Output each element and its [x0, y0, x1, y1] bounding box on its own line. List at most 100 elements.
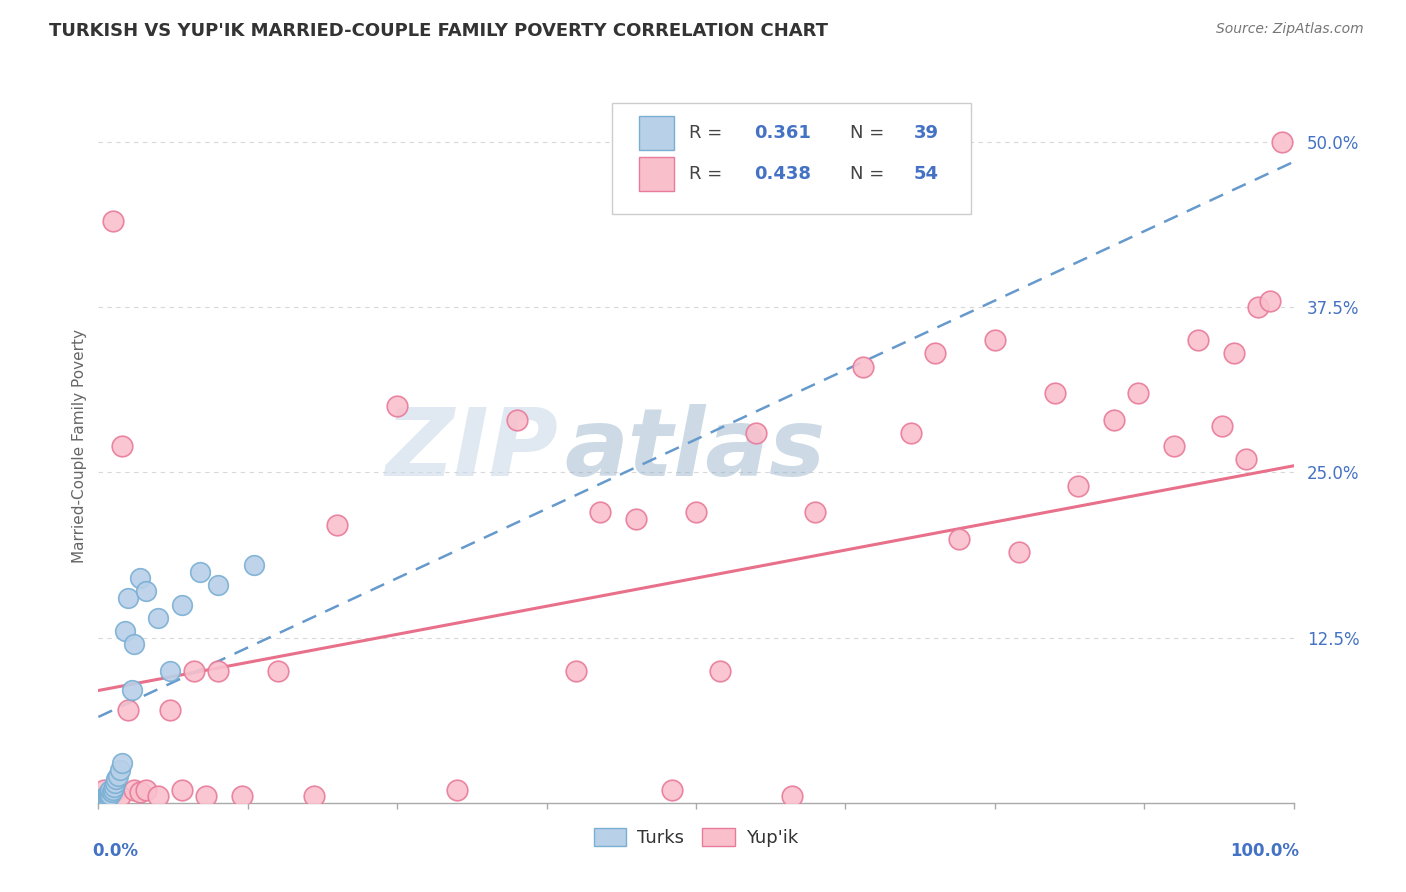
Point	[924, 346, 946, 360]
Point	[1067, 478, 1090, 492]
Point	[100, 785, 122, 799]
Text: 0.438: 0.438	[755, 165, 811, 183]
Point	[709, 664, 731, 678]
Point	[1043, 386, 1066, 401]
Point	[97, 787, 120, 801]
Point	[661, 782, 683, 797]
Point	[108, 789, 131, 804]
Point	[159, 664, 181, 678]
Point	[91, 790, 114, 805]
Point	[91, 789, 114, 804]
Point	[1008, 545, 1031, 559]
Text: N =: N =	[851, 124, 884, 142]
Point	[90, 793, 112, 807]
Point	[107, 769, 129, 783]
Point	[148, 611, 170, 625]
Text: R =: R =	[689, 124, 723, 142]
Point	[111, 439, 134, 453]
Point	[506, 412, 529, 426]
Point	[1223, 346, 1246, 360]
Text: 54: 54	[914, 165, 938, 183]
Point	[984, 333, 1007, 347]
Point	[195, 789, 218, 804]
Point	[1128, 386, 1150, 401]
Point	[1104, 412, 1126, 426]
Point	[103, 780, 125, 794]
Point	[1187, 333, 1209, 347]
Point	[114, 624, 136, 638]
Point	[93, 795, 115, 809]
Text: R =: R =	[689, 165, 723, 183]
Point	[780, 789, 803, 804]
Point	[94, 793, 117, 807]
Point	[207, 578, 229, 592]
Point	[98, 782, 122, 797]
Point	[1271, 135, 1294, 149]
Point	[97, 790, 120, 805]
Point	[207, 664, 229, 678]
Point	[172, 782, 194, 797]
Point	[804, 505, 827, 519]
Point	[98, 785, 121, 799]
Text: ZIP: ZIP	[385, 403, 558, 496]
Point	[1211, 419, 1233, 434]
Point	[685, 505, 707, 519]
Text: atlas: atlas	[565, 403, 825, 496]
Point	[105, 772, 128, 786]
Point	[90, 796, 112, 810]
Point	[104, 776, 127, 790]
Point	[124, 637, 146, 651]
Point	[446, 782, 468, 797]
Point	[135, 782, 157, 797]
Text: TURKISH VS YUP'IK MARRIED-COUPLE FAMILY POVERTY CORRELATION CHART: TURKISH VS YUP'IK MARRIED-COUPLE FAMILY …	[49, 22, 828, 40]
Point	[117, 591, 139, 605]
Text: 100.0%: 100.0%	[1230, 842, 1299, 860]
Y-axis label: Married-Couple Family Poverty: Married-Couple Family Poverty	[72, 329, 87, 563]
Point	[101, 214, 124, 228]
Point	[129, 785, 152, 799]
Point	[172, 598, 194, 612]
Point	[96, 788, 118, 802]
Point	[96, 792, 118, 806]
Point	[1258, 293, 1281, 308]
Point	[97, 789, 120, 804]
Point	[98, 789, 121, 804]
Point	[93, 792, 115, 806]
Point	[98, 788, 122, 802]
Text: 39: 39	[914, 124, 938, 142]
Point	[94, 789, 117, 804]
Point	[326, 518, 349, 533]
Point	[565, 664, 588, 678]
Text: 0.0%: 0.0%	[93, 842, 138, 860]
Point	[121, 683, 143, 698]
Point	[589, 505, 612, 519]
Point	[98, 785, 122, 799]
FancyBboxPatch shape	[613, 103, 972, 214]
Bar	[638, 157, 675, 191]
Point	[188, 565, 211, 579]
Point	[1163, 439, 1185, 453]
Point	[105, 782, 128, 797]
Legend: Turks, Yup'ik: Turks, Yup'ik	[586, 821, 806, 855]
Point	[89, 796, 111, 810]
Bar	[638, 116, 675, 150]
Point	[91, 793, 114, 807]
Point	[89, 796, 111, 810]
Point	[243, 558, 266, 572]
Point	[626, 511, 648, 525]
Text: 0.361: 0.361	[755, 124, 811, 142]
Point	[101, 782, 124, 797]
Point	[135, 584, 157, 599]
Point	[302, 789, 325, 804]
Point	[129, 571, 152, 585]
Point	[111, 756, 134, 771]
Point	[159, 703, 181, 717]
Text: Source: ZipAtlas.com: Source: ZipAtlas.com	[1216, 22, 1364, 37]
Point	[745, 425, 768, 440]
Point	[385, 400, 409, 414]
Point	[93, 782, 115, 797]
Point	[1247, 300, 1270, 314]
Point	[148, 789, 170, 804]
Point	[852, 359, 875, 374]
Point	[117, 703, 139, 717]
